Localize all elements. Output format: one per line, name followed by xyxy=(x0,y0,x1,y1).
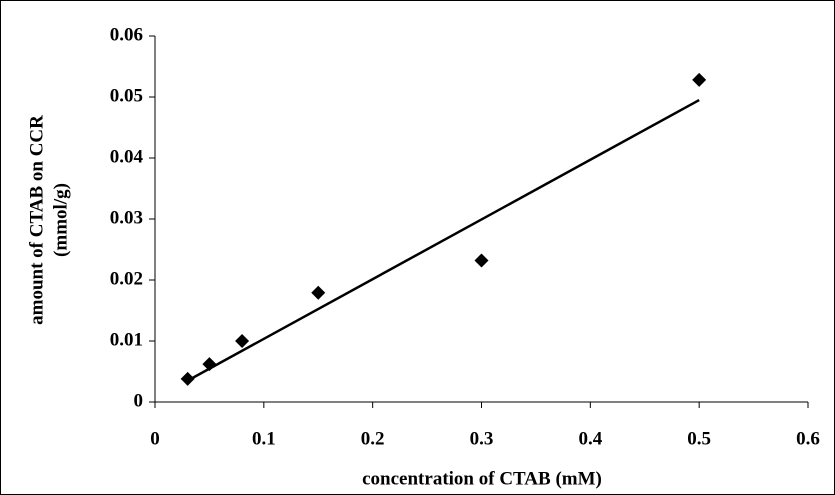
x-tick-label: 0.5 xyxy=(687,428,711,449)
data-point xyxy=(692,72,707,87)
x-tick-label: 0.3 xyxy=(470,428,494,449)
data-point xyxy=(235,334,250,348)
y-axis-title: (mmol/g) xyxy=(50,183,71,257)
y-tick-label: 0.04 xyxy=(110,146,144,167)
y-tick-label: 0.03 xyxy=(110,207,143,228)
x-tick-label: 0.1 xyxy=(252,428,276,449)
x-axis-title: concentration of CTAB (mM) xyxy=(362,468,602,489)
x-tick-label: 0.6 xyxy=(796,428,820,449)
y-tick-label: 0.02 xyxy=(110,268,143,289)
data-point xyxy=(474,253,489,268)
data-point xyxy=(180,371,195,386)
x-tick-label: 0.2 xyxy=(361,428,385,449)
y-tick-label: 0.06 xyxy=(110,24,143,45)
y-tick-label: 0.05 xyxy=(110,85,143,106)
y-tick-label: 0.01 xyxy=(110,329,143,350)
y-axis-title: amount of CTAB on CCR xyxy=(26,115,47,325)
x-tick-label: 0 xyxy=(150,428,160,449)
data-point xyxy=(202,357,217,372)
y-tick-label: 0 xyxy=(134,390,144,411)
x-tick-label: 0.4 xyxy=(578,428,602,449)
trendline xyxy=(187,98,700,382)
data-point xyxy=(311,285,326,300)
